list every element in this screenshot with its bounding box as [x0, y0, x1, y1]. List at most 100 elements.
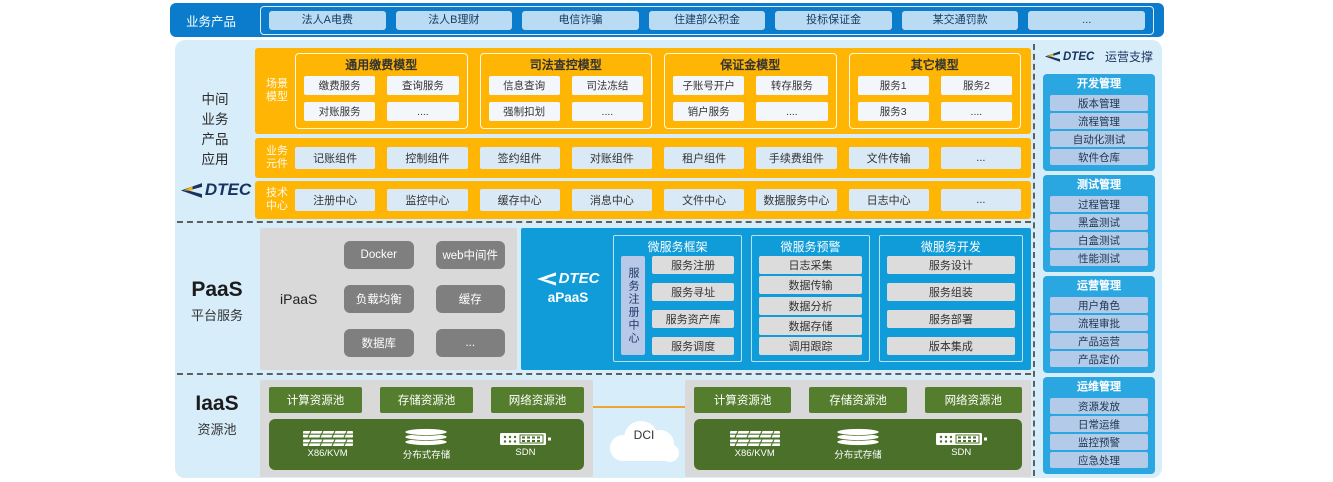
service-chip[interactable]: 销户服务 — [673, 102, 745, 121]
service-chip[interactable]: .... — [940, 102, 1012, 121]
sidebar-item[interactable]: 产品运营 — [1050, 333, 1148, 349]
sidebar-item[interactable]: 黑盒测试 — [1050, 214, 1148, 230]
microservice-item[interactable]: 服务调度 — [652, 337, 735, 355]
tech-centers-row: 技术中心 注册中心 监控中心 缓存中心 消息中心 文件中心 数据服务中心 日志中… — [255, 181, 1031, 219]
sidebar-item[interactable]: 软件仓库 — [1050, 149, 1148, 165]
tech-center-chip[interactable]: 监控中心 — [387, 189, 468, 211]
tech-centers-label: 技术中心 — [266, 187, 288, 212]
microservice-item[interactable]: 日志采集 — [759, 256, 862, 274]
infra-label: X86/KVM — [307, 448, 348, 459]
apaas-box: DTEC aPaaS 微服务框架 服务注册中心 服务注册 服务寻址 服务资产库 … — [521, 228, 1031, 370]
microservice-item[interactable]: 调用跟踪 — [759, 337, 862, 355]
service-chip[interactable]: 子账号开户 — [673, 76, 745, 95]
group-title: 保证金模型 — [720, 58, 781, 72]
sidebar-item[interactable]: 产品定价 — [1050, 351, 1148, 367]
sidebar-item[interactable]: 监控预警 — [1050, 434, 1148, 450]
component-chip[interactable]: 记账组件 — [295, 147, 376, 169]
sidebar-item[interactable]: 流程管理 — [1050, 113, 1148, 129]
microservice-item[interactable]: 数据分析 — [759, 296, 862, 315]
network-pool-button[interactable]: 网络资源池 — [491, 387, 584, 413]
component-chip[interactable]: 文件传输 — [848, 147, 929, 169]
service-chip[interactable]: 司法冻结 — [571, 76, 643, 95]
ipaas-item[interactable]: web中间件 — [435, 241, 505, 269]
ipaas-item[interactable]: 缓存 — [435, 285, 505, 313]
tech-center-chip[interactable]: ... — [940, 189, 1021, 211]
divider-paas-iaas — [177, 373, 1031, 375]
tech-center-chip[interactable]: 消息中心 — [571, 189, 652, 211]
operations-support-header: DTEC 运营支撑 — [1043, 48, 1155, 65]
product-button[interactable]: 投标保证金 — [775, 10, 892, 30]
sidebar-item[interactable]: 流程审批 — [1050, 315, 1148, 331]
network-pool-button[interactable]: 网络资源池 — [924, 387, 1022, 413]
component-chip[interactable]: ... — [940, 147, 1021, 169]
microservice-item[interactable]: 数据传输 — [759, 276, 862, 295]
component-chip[interactable]: 手续费组件 — [756, 147, 837, 169]
service-registry-center[interactable]: 服务注册中心 — [621, 256, 645, 355]
sidebar-item[interactable]: 白盒测试 — [1050, 232, 1148, 248]
service-chip[interactable]: .... — [756, 102, 828, 121]
sidebar-item[interactable]: 性能测试 — [1050, 250, 1148, 266]
compute-pool-button[interactable]: 计算资源池 — [694, 387, 792, 413]
tech-center-chip[interactable]: 注册中心 — [295, 189, 376, 211]
service-chip[interactable]: 服务1 — [857, 76, 929, 95]
tech-center-chip[interactable]: 缓存中心 — [479, 189, 560, 211]
storage-pool-button[interactable]: 存储资源池 — [809, 387, 907, 413]
component-chip[interactable]: 签约组件 — [479, 147, 560, 169]
microservice-item[interactable]: 版本集成 — [886, 337, 1016, 355]
product-button[interactable]: 法人A电费 — [269, 10, 386, 30]
service-chip[interactable]: 服务2 — [940, 76, 1012, 95]
product-button[interactable]: 某交通罚款 — [901, 10, 1019, 30]
component-chip[interactable]: 对账组件 — [571, 147, 652, 169]
product-button[interactable]: 法人B理财 — [395, 10, 513, 30]
dev-management-section: 开发管理 版本管理 流程管理 自动化测试 软件仓库 — [1043, 74, 1155, 171]
ops-maintenance-section: 运维管理 资源发放 日常运维 监控预警 应急处理 — [1043, 377, 1155, 474]
microservice-item[interactable]: 服务组装 — [886, 283, 1016, 301]
microservice-item[interactable]: 服务注册 — [652, 256, 735, 274]
microservice-item[interactable]: 数据存储 — [759, 316, 862, 335]
section-title: 运维管理 — [1077, 381, 1121, 393]
service-chip[interactable]: 转存服务 — [756, 76, 828, 95]
service-chip[interactable]: .... — [571, 102, 643, 121]
storage-pool-button[interactable]: 存储资源池 — [380, 387, 473, 413]
component-chip[interactable]: 租户组件 — [664, 147, 745, 169]
ipaas-item[interactable]: Docker — [344, 241, 414, 269]
sidebar-item[interactable]: 日常运维 — [1050, 416, 1148, 432]
service-chip[interactable]: .... — [387, 102, 459, 121]
scene-group-general-payment: 通用缴费模型 缴费服务 查询服务 对账服务 .... — [295, 53, 468, 129]
paas-title: PaaS — [191, 278, 243, 301]
tech-center-chip[interactable]: 数据服务中心 — [756, 189, 837, 211]
panel-title: 微服务预警 — [780, 240, 841, 254]
sidebar-item[interactable]: 自动化测试 — [1050, 131, 1148, 147]
service-chip[interactable]: 信息查询 — [488, 76, 560, 95]
microservice-item[interactable]: 服务部署 — [886, 310, 1016, 328]
ipaas-item[interactable]: 数据库 — [344, 329, 414, 357]
component-chip[interactable]: 控制组件 — [387, 147, 468, 169]
tech-center-chip[interactable]: 文件中心 — [664, 189, 745, 211]
compute-pool-button[interactable]: 计算资源池 — [269, 387, 362, 413]
dtec-swoosh-icon — [180, 182, 202, 198]
sidebar-item[interactable]: 应急处理 — [1050, 452, 1148, 468]
product-button[interactable]: 住建部公积金 — [648, 10, 766, 30]
sidebar-item[interactable]: 版本管理 — [1050, 95, 1148, 111]
ipaas-item[interactable]: ... — [435, 329, 505, 357]
sidebar-item[interactable]: 资源发放 — [1050, 398, 1148, 414]
divider-middle-paas — [177, 221, 1031, 223]
ipaas-item[interactable]: 负载均衡 — [344, 285, 414, 313]
microservice-item[interactable]: 服务设计 — [886, 256, 1016, 274]
service-chip[interactable]: 服务3 — [857, 102, 929, 121]
tech-center-chip[interactable]: 日志中心 — [848, 189, 929, 211]
microservice-item[interactable]: 服务寻址 — [652, 283, 735, 301]
middle-layer-label: 中间业务产品应用 — [201, 92, 229, 167]
service-chip[interactable]: 查询服务 — [387, 76, 459, 95]
product-button[interactable]: 电信诈骗 — [522, 10, 639, 30]
product-button[interactable]: ... — [1028, 10, 1146, 30]
x86-kvm-item: X86/KVM — [302, 430, 354, 459]
service-chip[interactable]: 强制扣划 — [488, 102, 560, 121]
sidebar-item[interactable]: 过程管理 — [1050, 196, 1148, 212]
microservice-item[interactable]: 服务资产库 — [652, 310, 735, 328]
section-title: 测试管理 — [1077, 179, 1121, 191]
service-chip[interactable]: 缴费服务 — [304, 76, 376, 95]
apaas-label: aPaaS — [547, 290, 589, 305]
service-chip[interactable]: 对账服务 — [304, 102, 376, 121]
sidebar-item[interactable]: 用户角色 — [1050, 297, 1148, 313]
